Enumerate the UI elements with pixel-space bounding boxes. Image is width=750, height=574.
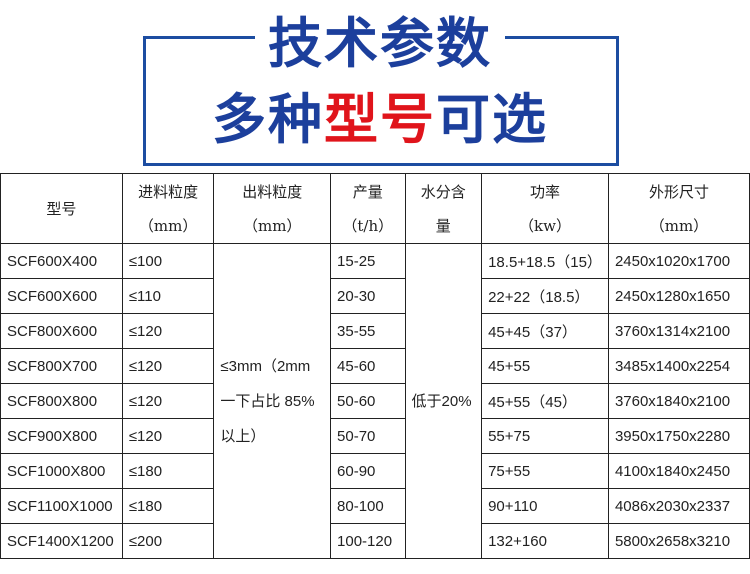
cell-model: SCF1400X1200 — [0, 523, 123, 559]
header-unit: （t/h） — [342, 216, 394, 235]
header-line: 功率 — [530, 182, 561, 201]
cell-dims: 5800x2658x3210 — [607, 523, 750, 559]
column-header: 功率 （kw） — [481, 173, 609, 244]
cell-capacity: 50-60 — [330, 383, 406, 419]
cell-capacity: 20-30 — [330, 278, 406, 314]
cell-feed: ≤110 — [121, 278, 215, 314]
table-row: SCF1100X1000 ≤180 80-100 90+110 4086x2030x23… — [0, 488, 750, 524]
cell-dims: 3760x1314x2100 — [607, 313, 750, 349]
table-row: SCF1000X800 ≤180 60-90 75+55 4100x1840x2450 — [0, 453, 750, 489]
header-line: 出料粒度 — [242, 182, 303, 201]
cell-moisture: 低于20% — [404, 243, 483, 559]
header-line: 外形尺寸 — [648, 182, 709, 201]
column-header: 型号 — [0, 173, 123, 244]
cell-feed: ≤200 — [121, 523, 215, 559]
cell-model: SCF600X400 — [0, 243, 123, 279]
header-unit: （mm） — [242, 216, 302, 235]
cell-power: 132+160 — [481, 523, 609, 559]
table-row: SCF600X400 ≤100 ≤3mm（2mm一下占比 85%以上） 15-25 低于… — [0, 243, 750, 559]
header-line: 产量 — [352, 182, 383, 201]
cell-capacity: 35-55 — [330, 313, 406, 349]
cell-feed: ≤120 — [121, 383, 215, 419]
page-title: 技术参数 — [255, 10, 505, 78]
cell-output-size: ≤3mm（2mm一下占比 85%以上） — [213, 243, 332, 559]
subtitle-part: 多种 — [212, 88, 324, 151]
cell-feed: ≤100 — [121, 243, 215, 279]
cell-model: SCF1000X800 — [0, 453, 123, 489]
cell-model: SCF800X700 — [0, 348, 123, 384]
cell-capacity: 50-70 — [330, 418, 406, 454]
cell-model: SCF800X800 — [0, 383, 123, 419]
header-unit: 量 — [435, 216, 451, 235]
cell-capacity: 60-90 — [330, 453, 406, 489]
cell-dims: 3485x1400x2254 — [607, 348, 750, 384]
cell-capacity: 15-25 — [330, 243, 406, 279]
cell-feed: ≤120 — [121, 313, 215, 349]
column-header: 产量 （t/h） — [330, 173, 406, 244]
cell-capacity: 100-120 — [330, 523, 406, 559]
header-unit: （mm） — [138, 216, 198, 235]
table-row: SCF1400X1200 ≤200 100-120 132+160 5800x2658x… — [0, 523, 750, 559]
header-unit: （kw） — [519, 216, 571, 235]
table-row: SCF800X800 ≤120 50-60 45+55（45） 3760x1840x21… — [0, 383, 750, 419]
cell-feed: ≤120 — [121, 348, 215, 384]
cell-power: 90+110 — [481, 488, 609, 524]
cell-dims: 2450x1280x1650 — [607, 278, 750, 314]
header-line: 水分含 — [420, 182, 466, 201]
cell-dims: 4100x1840x2450 — [607, 453, 750, 489]
table-row: SCF600X600 ≤110 20-30 22+22（18.5） 2450x1280x… — [0, 278, 750, 314]
cell-power: 45+45（37） — [481, 313, 609, 349]
column-header: 出料粒度 （mm） — [213, 173, 332, 244]
header-unit: （mm） — [649, 216, 709, 235]
cell-dims: 2450x1020x1700 — [607, 243, 750, 279]
cell-dims: 3760x1840x2100 — [607, 383, 750, 419]
cell-power: 55+75 — [481, 418, 609, 454]
cell-model: SCF1100X1000 — [0, 488, 123, 524]
cell-power: 75+55 — [481, 453, 609, 489]
column-header: 外形尺寸 （mm） — [607, 173, 750, 244]
cell-power: 45+55（45） — [481, 383, 609, 419]
table-row: SCF800X600 ≤120 35-55 45+45（37） 3760x1314x21… — [0, 313, 750, 349]
cell-power: 22+22（18.5） — [481, 278, 609, 314]
column-header: 进料粒度 （mm） — [121, 173, 215, 244]
cell-feed: ≤120 — [121, 418, 215, 454]
header-line: 型号 — [46, 199, 77, 218]
table-row: SCF900X800 ≤120 50-70 55+75 3950x1750x2280 — [0, 418, 750, 454]
cell-capacity: 80-100 — [330, 488, 406, 524]
cell-feed: ≤180 — [121, 453, 215, 489]
subtitle-highlight: 型号 — [324, 88, 436, 151]
subtitle-part: 可选 — [436, 88, 548, 151]
cell-capacity: 45-60 — [330, 348, 406, 384]
header-row: 型号 进料粒度 （mm） 出料粒度 （mm） 产量 （t/h） 水分含量 功率 （kw） 外形尺寸 （… — [0, 173, 750, 244]
page-subtitle: 多种型号可选 — [150, 86, 610, 154]
column-header: 水分含量 — [404, 173, 483, 244]
cell-feed: ≤180 — [121, 488, 215, 524]
table-row: SCF800X700 ≤120 45-60 45+55 3485x1400x2254 — [0, 348, 750, 384]
spec-table: 型号 进料粒度 （mm） 出料粒度 （mm） 产量 （t/h） 水分含量 功率 （kw） 外形尺寸 （… — [0, 173, 750, 559]
cell-power: 18.5+18.5（15） — [481, 243, 609, 279]
cell-power: 45+55 — [481, 348, 609, 384]
cell-dims: 3950x1750x2280 — [607, 418, 750, 454]
header-line: 进料粒度 — [138, 182, 199, 201]
cell-model: SCF800X600 — [0, 313, 123, 349]
cell-model: SCF600X600 — [0, 278, 123, 314]
cell-model: SCF900X800 — [0, 418, 123, 454]
cell-dims: 4086x2030x2337 — [607, 488, 750, 524]
